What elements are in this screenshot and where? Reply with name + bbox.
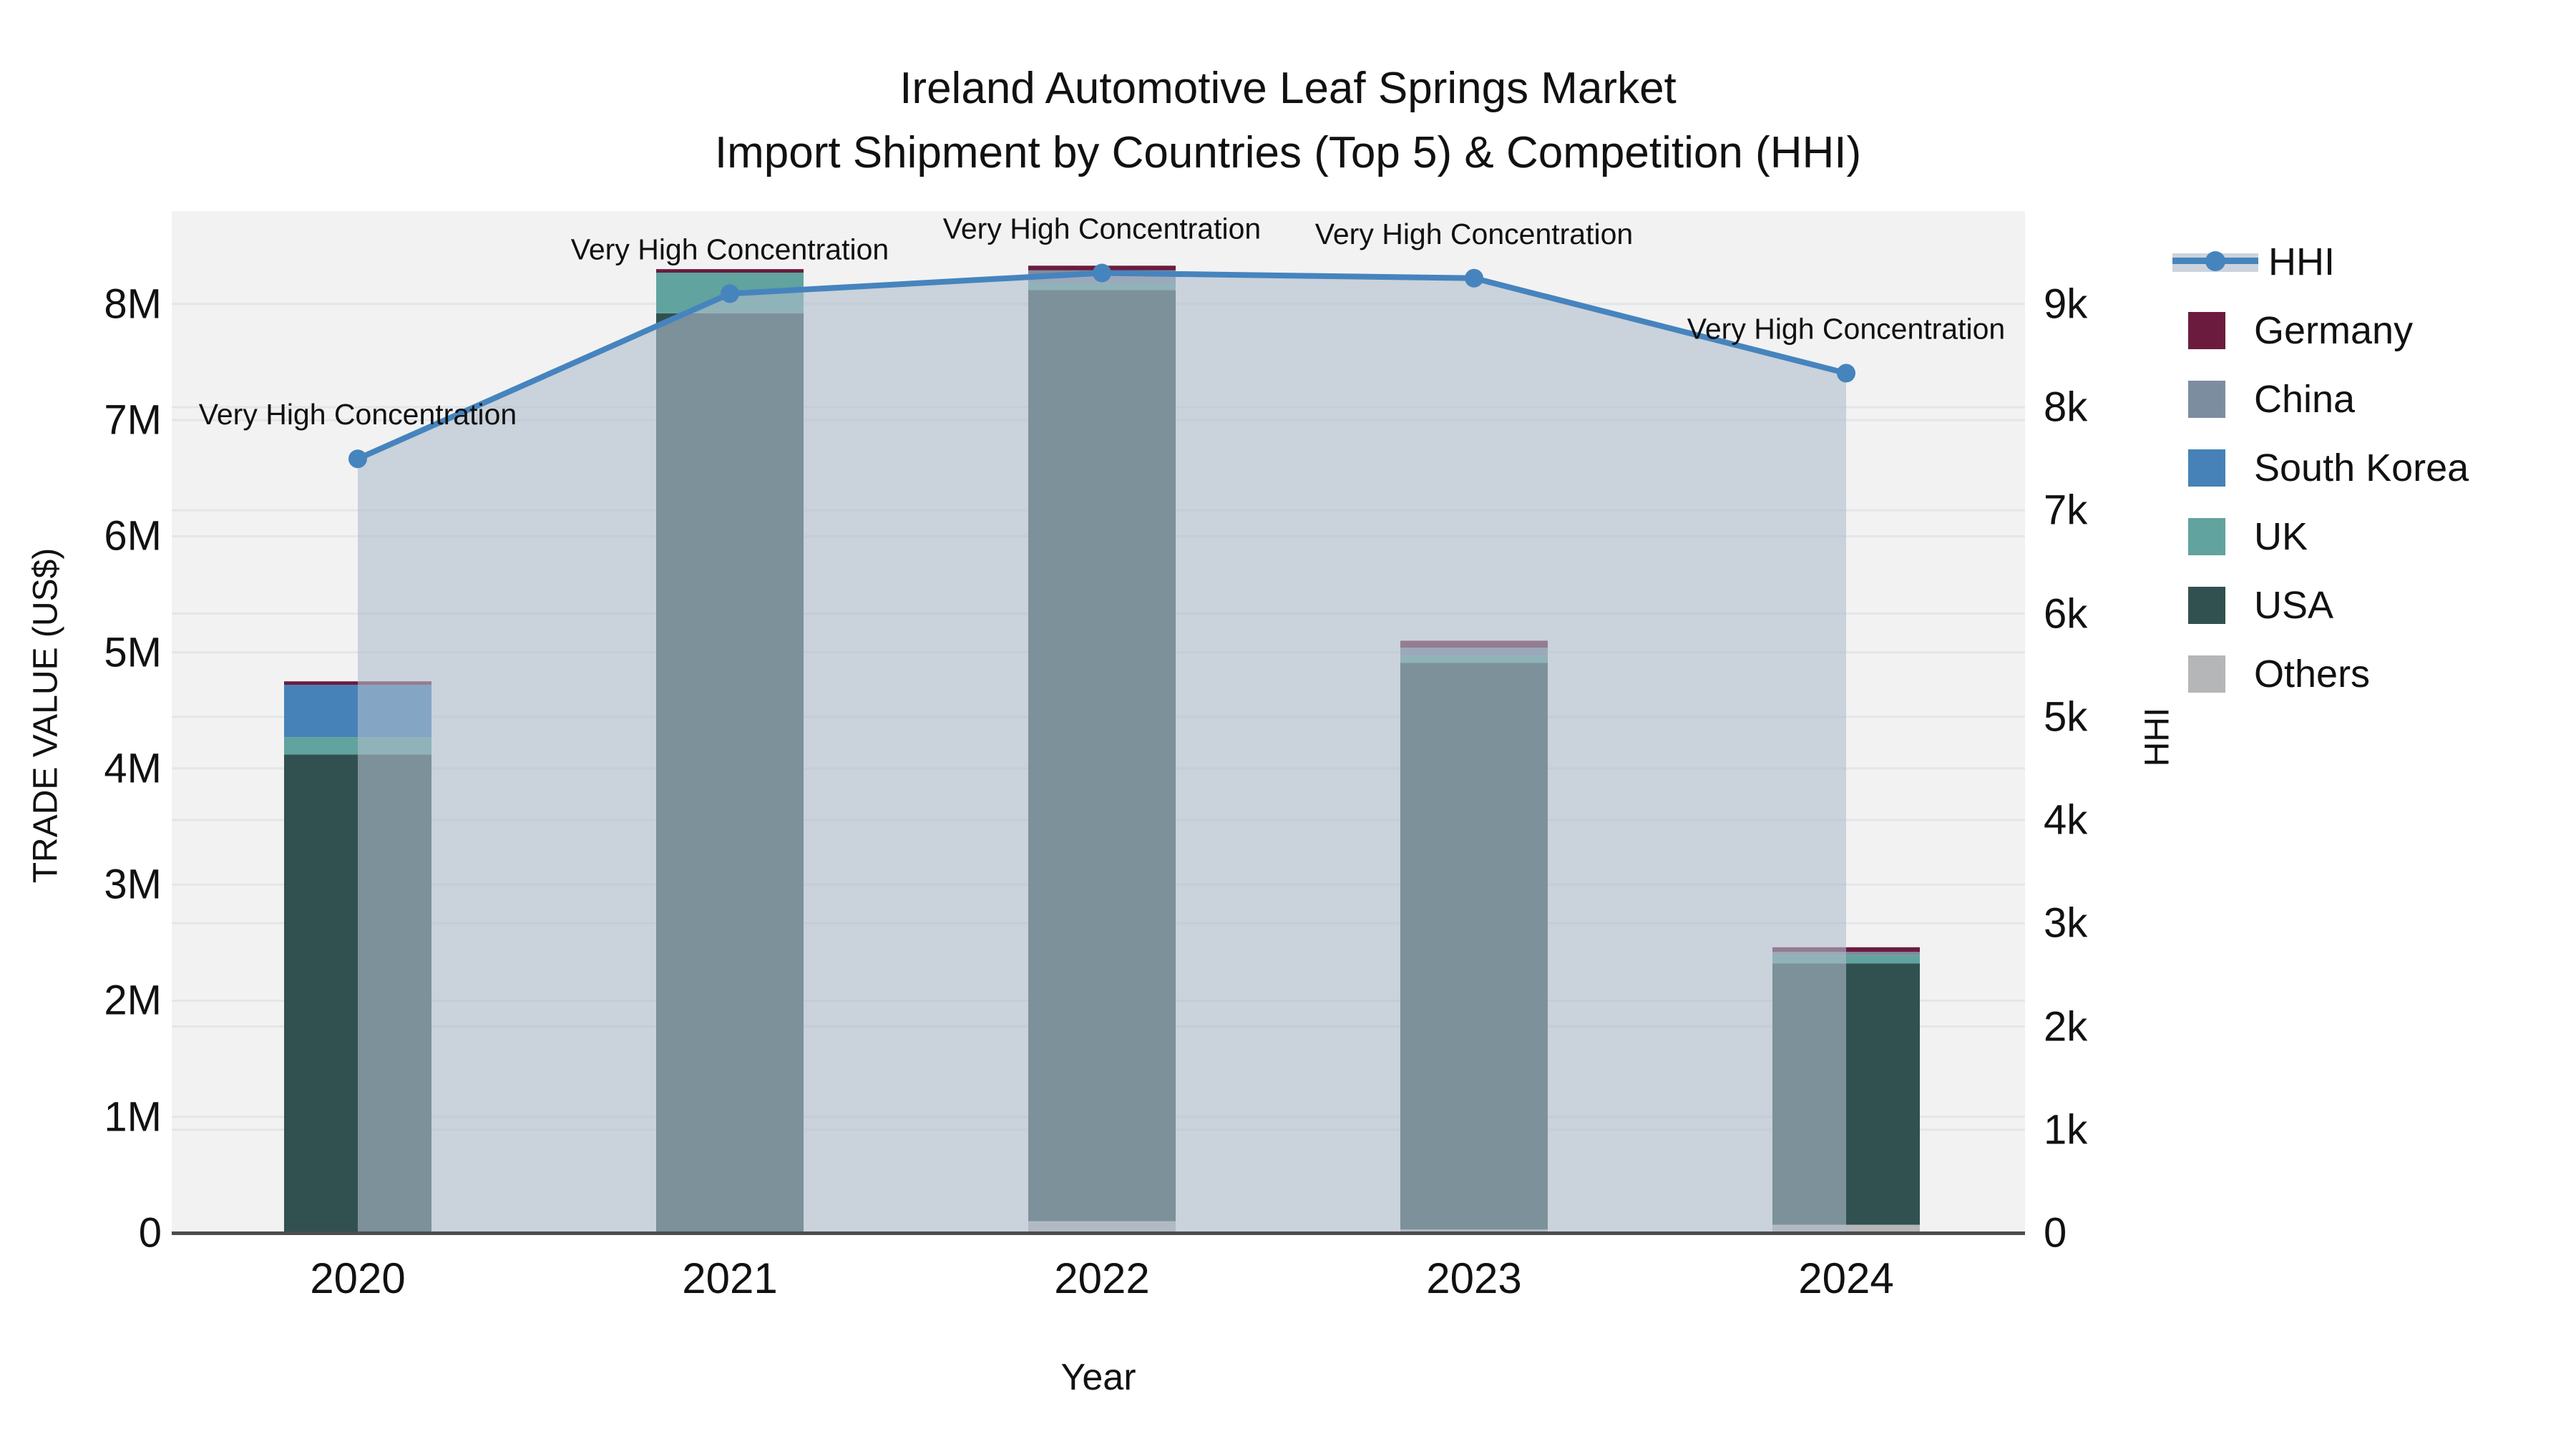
y-tick-8M: 8M xyxy=(104,280,162,328)
legend-item-south-korea: South Korea xyxy=(2188,434,2469,502)
x-tick-2023: 2023 xyxy=(1426,1254,1522,1302)
y2-tick-5k: 5k xyxy=(2044,693,2088,741)
y2-tick-4k: 4k xyxy=(2044,796,2088,844)
y2-tick-2k: 2k xyxy=(2044,1003,2088,1050)
x-tick-2024: 2024 xyxy=(1798,1254,1894,1302)
hhi-marker-2020 xyxy=(348,449,367,469)
y2-tick-0: 0 xyxy=(2044,1209,2067,1257)
legend-hhi-marker-swatch xyxy=(2205,251,2225,271)
y2-tick-8k: 8k xyxy=(2044,384,2088,431)
x-axis-spine xyxy=(172,1231,2025,1235)
annotation-2024: Very High Concentration xyxy=(1687,313,2005,346)
y-tick-7M: 7M xyxy=(104,396,162,444)
legend-label-uk: UK xyxy=(2254,515,2308,558)
legend-label-germany: Germany xyxy=(2254,309,2414,352)
x-tick-2021: 2021 xyxy=(682,1254,778,1302)
hhi-area-fill xyxy=(358,273,1846,1233)
legend-item-hhi: HHI xyxy=(2172,228,2469,296)
y-tick-5M: 5M xyxy=(104,629,162,676)
legend-label-china: China xyxy=(2254,378,2356,421)
chart-title-line1: Ireland Automotive Leaf Springs Market xyxy=(899,64,1677,113)
plot-area: Very High Concentration Very High Concent… xyxy=(172,211,2025,1233)
legend-swatch-uk xyxy=(2188,518,2225,555)
chart-canvas: Very High Concentration Very High Concent… xyxy=(172,213,2025,1233)
y-tick-3M: 3M xyxy=(104,861,162,908)
y-axis-title: TRADE VALUE (US$) xyxy=(26,547,65,884)
hhi-marker-2021 xyxy=(721,284,739,303)
legend-swatch-germany xyxy=(2188,312,2225,349)
legend-item-china: China xyxy=(2188,365,2469,434)
x-axis-title: Year xyxy=(1060,1357,1136,1398)
legend-item-usa: USA xyxy=(2188,571,2469,640)
annotation-2020: Very High Concentration xyxy=(199,398,517,431)
annotation-2021: Very High Concentration xyxy=(571,233,889,265)
legend-item-germany: Germany xyxy=(2188,296,2469,365)
legend: HHI Germany China South Korea UK USA Others xyxy=(2172,228,2469,708)
legend-swatch-others xyxy=(2188,655,2225,693)
legend-label-others: Others xyxy=(2254,653,2371,696)
annotation-2023: Very High Concentration xyxy=(1315,218,1633,250)
hhi-marker-2023 xyxy=(1465,268,1483,288)
annotation-2022: Very High Concentration xyxy=(943,213,1261,245)
x-tick-2022: 2022 xyxy=(1054,1254,1150,1302)
legend-swatch-south-korea xyxy=(2188,449,2225,487)
y-tick-4M: 4M xyxy=(104,745,162,792)
legend-hhi-line-icon xyxy=(2172,243,2258,280)
y-tick-6M: 6M xyxy=(104,512,162,560)
y2-tick-1k: 1k xyxy=(2044,1106,2088,1153)
hhi-marker-2024 xyxy=(1837,364,1855,383)
legend-swatch-china xyxy=(2188,381,2225,418)
y2-tick-9k: 9k xyxy=(2044,280,2088,328)
legend-label-south-korea: South Korea xyxy=(2254,447,2469,489)
y-tick-0: 0 xyxy=(138,1209,162,1257)
bar-segment-germany-2021 xyxy=(656,269,804,273)
y2-tick-6k: 6k xyxy=(2044,590,2088,638)
legend-item-others: Others xyxy=(2188,640,2469,708)
legend-label-usa: USA xyxy=(2254,584,2334,627)
legend-swatch-usa xyxy=(2188,587,2225,624)
y-tick-2M: 2M xyxy=(104,977,162,1024)
y2-tick-3k: 3k xyxy=(2044,899,2088,947)
y-tick-1M: 1M xyxy=(104,1093,162,1141)
x-tick-2020: 2020 xyxy=(310,1254,406,1302)
y2-tick-7k: 7k xyxy=(2044,487,2088,534)
legend-label-hhi: HHI xyxy=(2268,240,2335,283)
chart-title-line2: Import Shipment by Countries (Top 5) & C… xyxy=(714,128,1862,177)
hhi-marker-2022 xyxy=(1093,263,1111,283)
legend-item-uk: UK xyxy=(2188,502,2469,571)
